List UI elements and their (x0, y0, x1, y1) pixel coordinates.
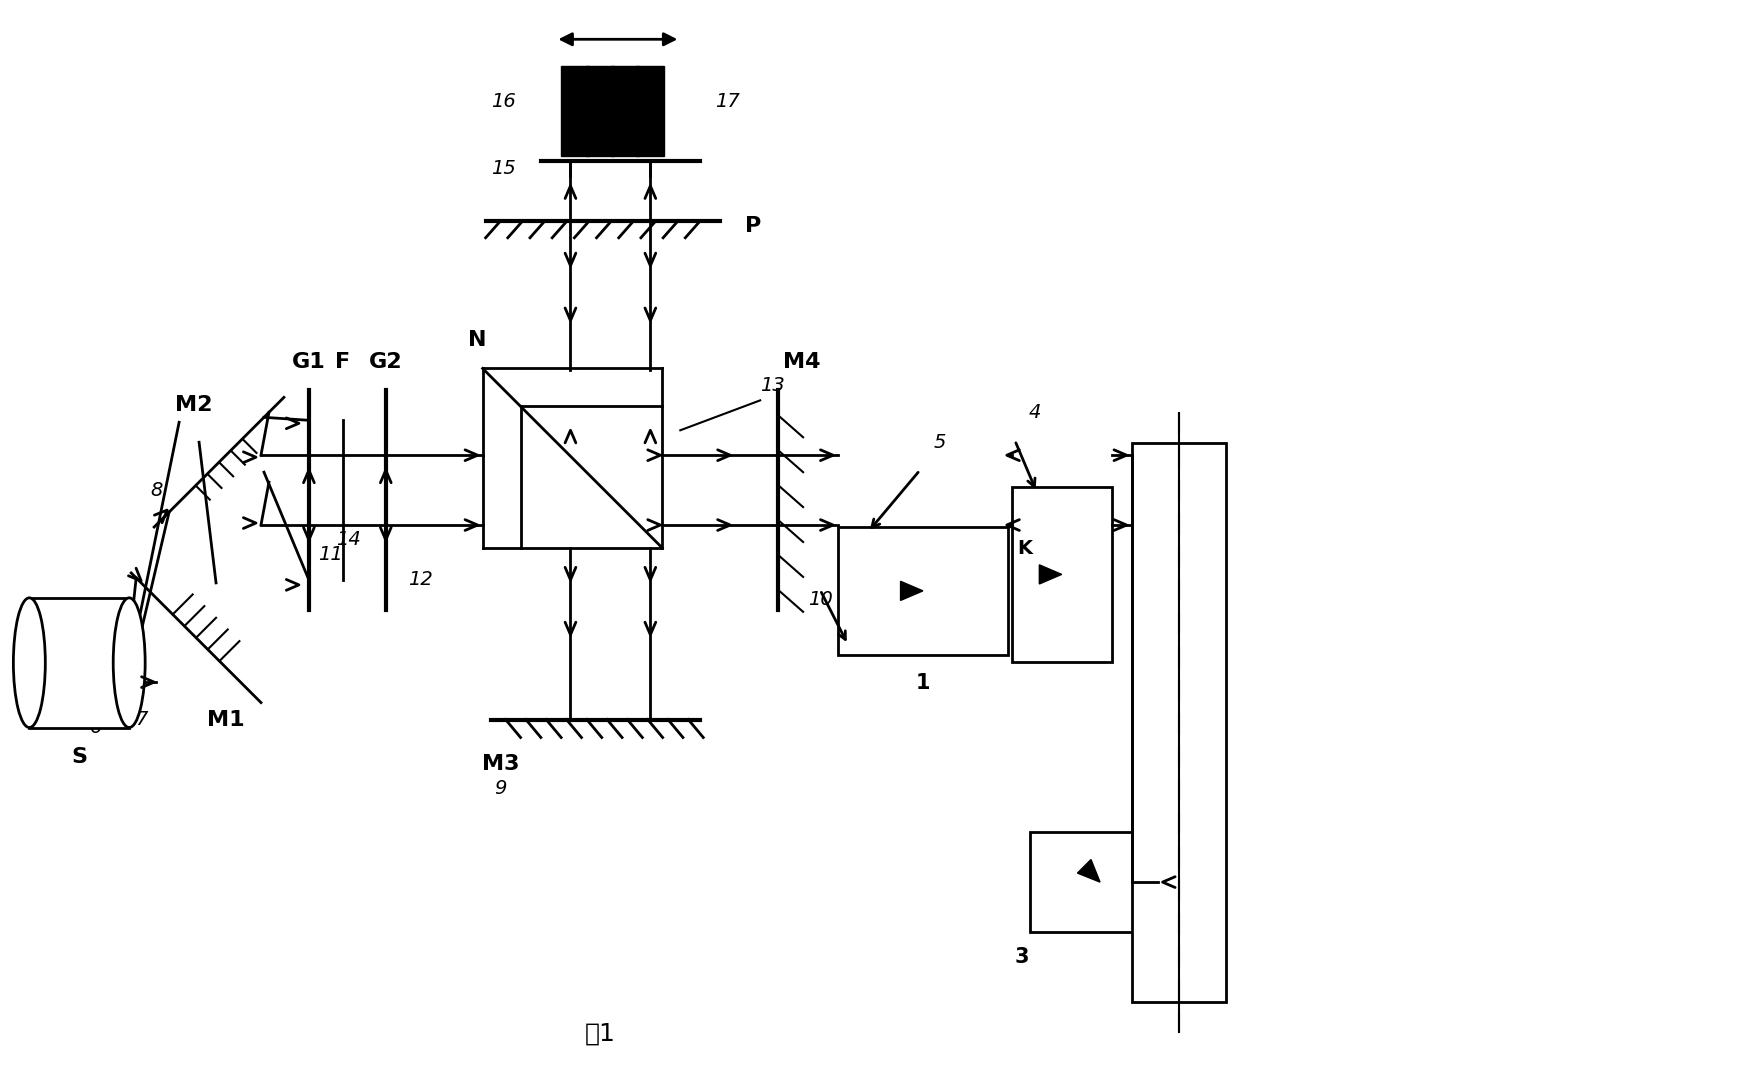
Bar (1030, 832, 1157, 932)
Text: 4: 4 (1028, 404, 1041, 422)
Text: 8: 8 (150, 481, 162, 499)
Polygon shape (1039, 565, 1061, 584)
Text: 13: 13 (760, 376, 784, 395)
Text: 9: 9 (495, 779, 507, 798)
Text: 14: 14 (336, 530, 361, 550)
Text: 1: 1 (915, 672, 931, 693)
Text: M1: M1 (207, 709, 244, 730)
Text: M2: M2 (176, 395, 213, 415)
Text: F: F (335, 353, 350, 372)
Bar (838, 527, 1007, 654)
Text: S: S (71, 748, 87, 767)
Bar (30, 598, 129, 727)
Ellipse shape (14, 598, 45, 727)
Text: 10: 10 (807, 591, 833, 609)
Bar (612, 67, 640, 156)
Text: 6: 6 (91, 718, 103, 737)
Polygon shape (1077, 860, 1100, 882)
Text: 15: 15 (492, 159, 516, 179)
Bar (586, 67, 615, 156)
Text: M4: M4 (783, 353, 821, 372)
Text: N: N (469, 330, 486, 351)
Text: 3: 3 (1014, 947, 1030, 967)
Text: M3: M3 (481, 754, 519, 775)
Text: 11: 11 (319, 546, 343, 565)
Text: 16: 16 (492, 91, 516, 111)
Ellipse shape (113, 598, 145, 727)
Text: G2: G2 (370, 353, 403, 372)
Text: 图1: 图1 (586, 1022, 615, 1046)
Text: G1: G1 (293, 353, 326, 372)
Polygon shape (901, 581, 922, 600)
Bar (1011, 487, 1112, 662)
Text: 7: 7 (134, 710, 148, 730)
Bar (1131, 443, 1227, 1002)
Text: 2: 2 (1129, 448, 1143, 467)
Text: P: P (746, 216, 762, 236)
Bar (636, 67, 664, 156)
Text: K: K (1016, 539, 1032, 557)
Text: 12: 12 (408, 570, 432, 590)
Text: 17: 17 (715, 91, 741, 111)
Bar (561, 67, 589, 156)
Text: 5: 5 (934, 434, 946, 452)
